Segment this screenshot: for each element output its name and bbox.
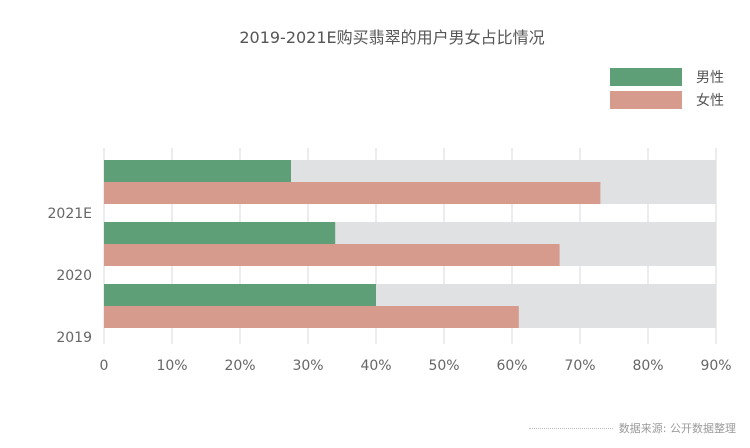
bar bbox=[104, 222, 336, 244]
bar bbox=[104, 306, 519, 328]
legend-swatch bbox=[610, 91, 682, 109]
legend-label: 女性 bbox=[696, 92, 724, 109]
chart-title: 2019-2021E购买翡翠的用户男女占比情况 bbox=[239, 28, 544, 47]
bars bbox=[104, 160, 716, 328]
y-tick-label: 2020 bbox=[56, 268, 92, 284]
x-tick-label: 50% bbox=[428, 358, 459, 374]
bar bbox=[104, 284, 376, 306]
legend-swatch bbox=[610, 68, 682, 86]
x-tick-label: 20% bbox=[224, 358, 255, 374]
bar bbox=[104, 182, 601, 204]
y-axis-labels: 2021E 2020 2019 bbox=[48, 206, 92, 346]
y-tick-label: 2019 bbox=[56, 330, 92, 346]
bar bbox=[104, 160, 291, 182]
x-axis-labels: 0 10% 20% 30% 40% 50% 60% 70% 80% 90% bbox=[100, 358, 732, 374]
x-tick-label: 40% bbox=[360, 358, 391, 374]
dotted-line bbox=[528, 427, 613, 429]
x-tick-label: 10% bbox=[156, 358, 187, 374]
x-tick-label: 80% bbox=[632, 358, 663, 374]
bar bbox=[104, 244, 560, 266]
source-text: 数据来源: 公开数据整理 bbox=[618, 422, 736, 435]
legend-label: 男性 bbox=[696, 70, 724, 86]
x-tick-label: 0 bbox=[100, 358, 109, 374]
y-tick-label: 2021E bbox=[48, 206, 92, 222]
x-tick-label: 70% bbox=[564, 358, 595, 374]
x-tick-label: 90% bbox=[700, 358, 731, 374]
source-note: 数据来源: 公开数据整理 bbox=[528, 420, 736, 436]
x-tick-label: 30% bbox=[292, 358, 323, 374]
x-tick-label: 60% bbox=[496, 358, 527, 374]
